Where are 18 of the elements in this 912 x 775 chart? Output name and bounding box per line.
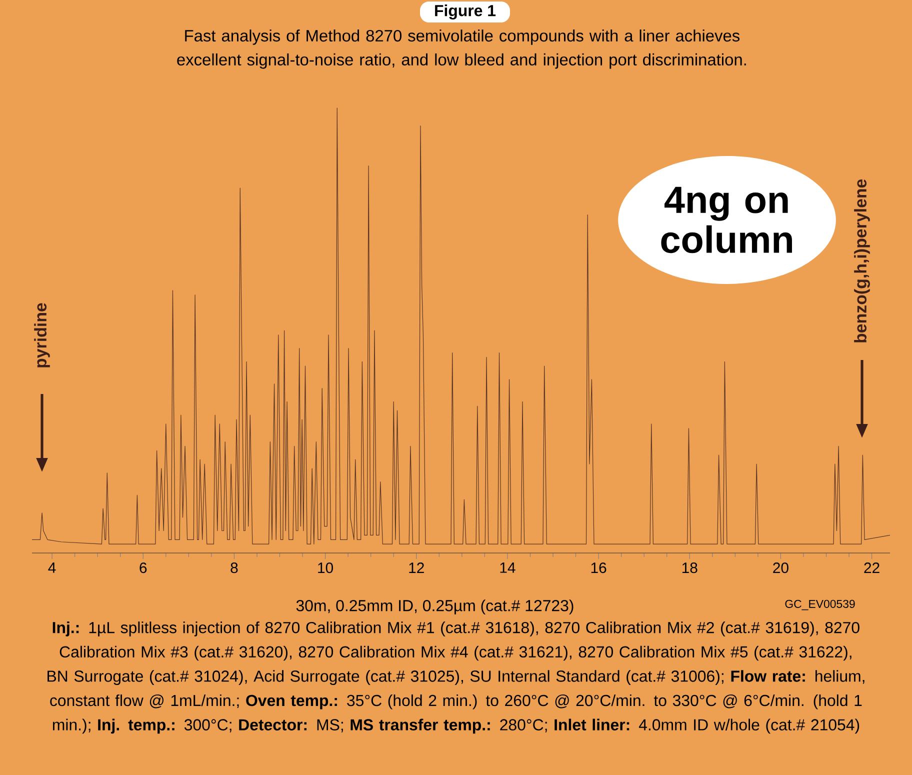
x-tick-label: 4 [48, 562, 56, 573]
x-tick-label: 10 [318, 562, 334, 574]
annotation: benzo(g,h,i)perylene [854, 179, 870, 342]
text: GC_EV00539 [785, 600, 855, 610]
chart-subtitle: Fast analysis of Method 8270 semivolatile compounds with a liner achieves excellent signal-to-noise ratio, and low bleed and injection port discrimination. [177, 30, 746, 69]
annotation: pyridine [34, 303, 50, 368]
chart-title: Figure 1 [435, 4, 496, 20]
text: Inj.: 1µL splitless injection of 8270 Calibration Mix #1 (cat.# 31618), 8270 Calibration Mix #2 (cat.# 31619), 8270 Calibration Mix #3 (cat.# 31620), 8270 Calibration Mix #4 (cat.# 31621), 8270 Calibration Mix #5 (cat.# 31622), BN Surrogate (cat.# 31024), Acid Surrogate (cat.# 31025), SU Internal Standard (cat.# 31006); Flow rate: helium, constant flow @ 1mL/min.; Oven temp.: 35°C (hold 2 min.) to 260°C @ 20°C/min. to 330°C @ 6°C/min. (hold 1 min.); Inj. temp.: 300°C; Detector: MS; MS transfer temp.: 280°C; Inlet liner: 4.0mm ID w/hole (cat.# 21054) [48, 622, 864, 734]
x-tick-label: 20 [773, 562, 788, 574]
x-tick-label: 18 [682, 562, 698, 574]
x-tick-label: 22 [864, 562, 880, 573]
annotation: 4ng on column [661, 186, 792, 254]
x-tick-label: 6 [140, 562, 147, 574]
x-tick-label: 12 [409, 562, 424, 573]
text: 30m, 0.25mm ID, 0.25µm (cat.# 12723) [296, 600, 574, 614]
x-tick-label: 16 [591, 562, 606, 574]
x-tick-label: 8 [230, 562, 238, 574]
x-tick-label: 14 [500, 562, 516, 573]
